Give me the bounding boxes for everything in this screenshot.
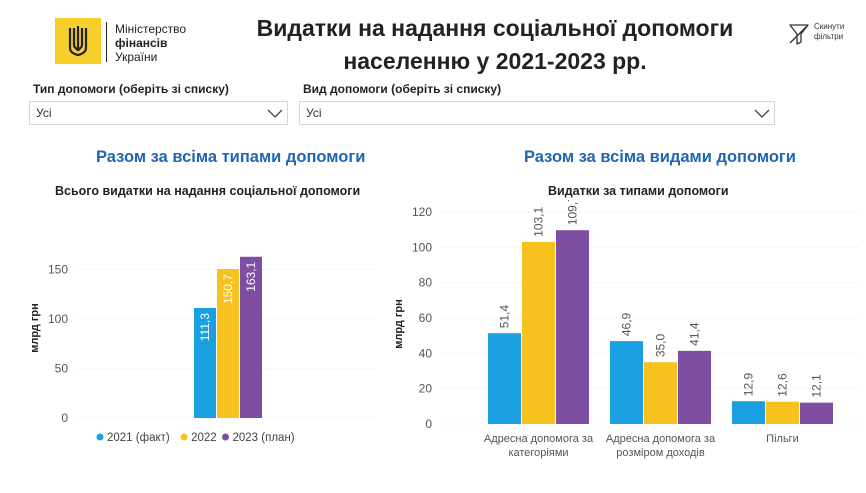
logo-line-1: Міністерство (115, 22, 187, 36)
total-expenditure-chart: 0 50 100 150 млрд грн 111,3 150,7 163,1 2021 (фа… (29, 256, 375, 444)
y-tick-label: 40 (419, 346, 433, 360)
reset-filters-label: Скинути фільтри (814, 22, 844, 42)
reset-filters-label-1: Скинути (814, 22, 845, 31)
page-title-line-1: Видатки на надання соціальної допомоги (256, 15, 734, 41)
ministry-logo-mark (55, 18, 101, 64)
y-tick-label: 20 (419, 382, 433, 396)
x-category-label: категоріями (508, 447, 568, 459)
x-category-label: Адресна допомога за (606, 433, 716, 445)
legend-marker (222, 433, 229, 441)
page-title-line-2: населенню у 2021-2023 рр. (343, 48, 647, 74)
chevron-down-icon (267, 109, 283, 118)
y-tick-label: 0 (61, 411, 68, 425)
bar-2021 (факт) (732, 401, 765, 424)
y-tick-label: 50 (55, 362, 69, 376)
y-tick-label: 80 (419, 276, 433, 290)
left-section-title: Разом за всіма типами допомоги (96, 148, 366, 166)
tryzub-emblem-icon (68, 26, 88, 57)
data-label: 12,6 (776, 373, 790, 397)
reset-filters-label-2: фільтри (814, 32, 844, 41)
right-chart-title: Видатки за типами допомоги (548, 184, 729, 198)
data-label: 103,1 (532, 207, 546, 237)
expenditure-by-type-chart: 0 20 40 60 80 100 120 млрд грн 51,4 103,1 109,7 Адр… (393, 200, 860, 459)
y-tick-label: 100 (412, 240, 432, 254)
kind-filter-label: Вид допомоги (оберіть зі списку) (303, 82, 502, 96)
y-tick-label: 0 (425, 417, 432, 431)
data-label: 109,7 (566, 200, 580, 225)
bar-2022 (522, 241, 555, 424)
y-tick-label: 150 (48, 263, 68, 277)
bar-2022 (217, 269, 239, 418)
data-label: 12,9 (742, 373, 756, 397)
bar-2023 (план) (800, 402, 833, 424)
y-axis-title: млрд грн (393, 299, 405, 349)
x-category-label: Адресна допомога за (484, 433, 594, 445)
chevron-down-icon (754, 109, 770, 118)
data-label: 46,9 (620, 312, 634, 336)
data-label: 111,3 (198, 313, 212, 342)
data-label: 150,7 (221, 274, 235, 304)
ministry-logo-text: Міністерство фінансів України (115, 22, 186, 64)
legend-marker (96, 433, 104, 441)
data-label: 41,4 (688, 322, 702, 346)
left-chart-title: Всього видатки на надання соціальної доп… (55, 184, 361, 198)
legend-label: 2021 (факт) (107, 432, 170, 444)
bar-2023 (план) (556, 230, 589, 424)
data-label: 163,1 (244, 261, 258, 291)
legend-label: 2022 (191, 432, 217, 444)
bar-2022 (766, 401, 799, 424)
reset-filters-button[interactable]: Скинути фільтри (788, 22, 844, 46)
x-category-label: Пільги (766, 433, 799, 445)
legend-label: 2023 (план) (233, 432, 295, 444)
legend-marker (180, 433, 188, 441)
logo-divider (106, 22, 107, 62)
data-label: 51,4 (498, 305, 512, 329)
bar-2021 (факт) (194, 307, 216, 418)
y-tick-label: 60 (419, 311, 433, 325)
bar-2021 (факт) (488, 333, 521, 424)
y-tick-label: 100 (48, 312, 68, 326)
type-filter-dropdown[interactable]: Усі (29, 101, 288, 125)
y-tick-label: 120 (412, 205, 432, 219)
bar-2021 (факт) (610, 341, 643, 424)
data-label: 35,0 (654, 333, 668, 357)
bar-2023 (план) (240, 256, 262, 418)
y-axis-title: млрд грн (29, 303, 41, 353)
data-label: 12,1 (810, 374, 824, 398)
type-filter-value: Усі (36, 106, 52, 120)
right-section-title: Разом за всіма видами допомоги (524, 148, 796, 166)
bar-2023 (план) (678, 350, 711, 424)
page-title: Видатки на надання соціальної допомоги н… (230, 12, 760, 78)
bar-2022 (644, 362, 677, 424)
x-category-label: розміром доходів (616, 447, 705, 459)
type-filter-label: Тип допомоги (оберіть зі списку) (33, 82, 229, 96)
kind-filter-value: Усі (306, 106, 322, 120)
kind-filter-dropdown[interactable]: Усі (299, 101, 775, 125)
filter-clear-icon (789, 24, 809, 45)
logo-line-3: України (115, 50, 158, 64)
logo-line-2: фінансів (115, 36, 168, 50)
